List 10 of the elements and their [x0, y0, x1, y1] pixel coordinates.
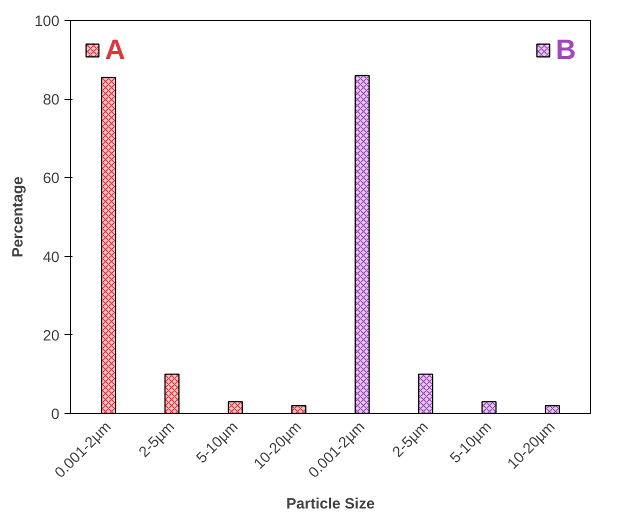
- y-tick-label: 20: [42, 327, 60, 344]
- y-tick-label: 60: [42, 170, 60, 188]
- y-tick-label: 40: [42, 248, 60, 266]
- y-tick-label: 80: [42, 92, 60, 109]
- legend-label: B: [556, 34, 576, 66]
- legend-label: A: [105, 34, 126, 66]
- x-axis-title: Particle Size: [286, 495, 375, 512]
- y-tick-label: 100: [34, 13, 60, 30]
- y-axis-title: Percentage: [9, 176, 26, 258]
- y-tick-label: 0: [51, 406, 60, 423]
